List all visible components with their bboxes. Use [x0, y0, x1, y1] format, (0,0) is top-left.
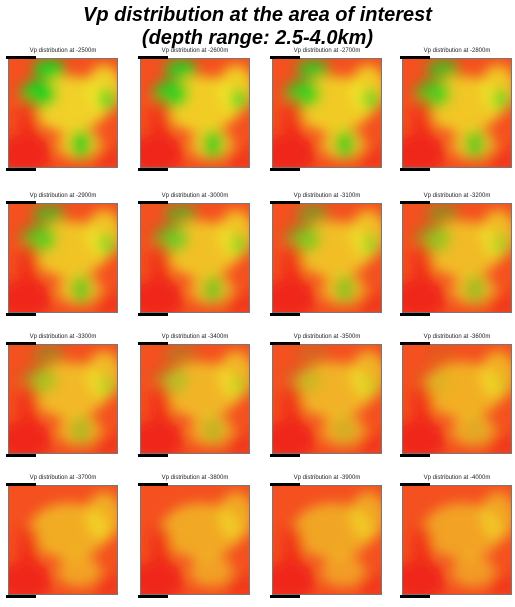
vp-map — [140, 58, 250, 168]
site-marker: · — [42, 528, 43, 532]
vp-map — [140, 344, 250, 454]
scale-bar-top — [400, 56, 430, 59]
vp-map — [402, 344, 512, 454]
scale-bar-top — [270, 56, 300, 59]
vp-map — [8, 485, 118, 595]
scale-bar-bottom — [400, 168, 430, 171]
vp-map — [8, 344, 118, 454]
scale-bar-bottom — [6, 454, 36, 457]
site-marker: · — [306, 528, 307, 532]
map-panel: Vp distribution at -4000m · — [398, 474, 515, 602]
panel-title: Vp distribution at -2700m — [293, 48, 361, 54]
panel-title: Vp distribution at -3100m — [293, 193, 361, 199]
scale-bar-bottom — [400, 313, 430, 316]
vp-map — [140, 485, 250, 595]
scale-bar-bottom — [270, 454, 300, 457]
map-panel: Vp distribution at -3800m · — [136, 474, 254, 602]
panel-title: Vp distribution at -2600m — [161, 48, 229, 54]
site-marker: · — [174, 246, 175, 250]
title-line-2: (depth range: 2.5-4.0km) — [141, 27, 374, 49]
map-panel: Vp distribution at -3900m · — [268, 474, 386, 602]
scale-bar-top — [138, 483, 168, 486]
panel-title: Vp distribution at -3500m — [293, 334, 361, 340]
site-marker: · — [306, 246, 307, 250]
vp-map — [272, 344, 382, 454]
scale-bar-top — [400, 342, 430, 345]
panel-title: Vp distribution at -2500m — [29, 48, 97, 54]
map-panel: Vp distribution at -3000m · — [136, 192, 254, 320]
vp-map — [402, 485, 512, 595]
scale-bar-bottom — [270, 168, 300, 171]
scale-bar-bottom — [138, 454, 168, 457]
map-panel: Vp distribution at -3300m · — [4, 333, 122, 461]
panel-title: Vp distribution at -2800m — [423, 48, 491, 54]
scale-bar-bottom — [138, 313, 168, 316]
scale-bar-bottom — [400, 595, 430, 598]
scale-bar-top — [6, 56, 36, 59]
map-panel: Vp distribution at -3700m · — [4, 474, 122, 602]
scale-bar-top — [400, 201, 430, 204]
scale-bar-top — [270, 342, 300, 345]
scale-bar-bottom — [400, 454, 430, 457]
vp-map — [272, 58, 382, 168]
map-panel: Vp distribution at -3100m · — [268, 192, 386, 320]
site-marker: · — [436, 101, 437, 105]
map-panel: Vp distribution at -3400m · — [136, 333, 254, 461]
panel-title: Vp distribution at -3300m — [29, 334, 97, 340]
panel-title: Vp distribution at -3200m — [423, 193, 491, 199]
panel-title: Vp distribution at -3400m — [161, 334, 229, 340]
site-marker: · — [42, 101, 43, 105]
scale-bar-top — [138, 342, 168, 345]
scale-bar-top — [6, 483, 36, 486]
site-marker: · — [174, 528, 175, 532]
panel-title: Vp distribution at -3900m — [293, 475, 361, 481]
vp-map — [272, 485, 382, 595]
panel-title: Vp distribution at -3700m — [29, 475, 97, 481]
vp-map — [272, 203, 382, 313]
scale-bar-top — [138, 56, 168, 59]
vp-map — [8, 203, 118, 313]
site-marker: · — [306, 101, 307, 105]
vp-map — [140, 203, 250, 313]
panel-title: Vp distribution at -3000m — [161, 193, 229, 199]
map-panel: Vp distribution at -2900m · — [4, 192, 122, 320]
scale-bar-bottom — [270, 313, 300, 316]
site-marker: · — [436, 528, 437, 532]
site-marker: · — [42, 246, 43, 250]
site-marker: · — [174, 387, 175, 391]
site-marker: · — [306, 387, 307, 391]
vp-map — [402, 58, 512, 168]
scale-bar-bottom — [6, 168, 36, 171]
vp-map — [8, 58, 118, 168]
scale-bar-bottom — [6, 313, 36, 316]
map-panel: Vp distribution at -2500m · — [4, 47, 122, 175]
vp-map — [402, 203, 512, 313]
scale-bar-top — [400, 483, 430, 486]
panel-title: Vp distribution at -3600m — [423, 334, 491, 340]
map-panel: Vp distribution at -2600m · — [136, 47, 254, 175]
site-marker: · — [436, 387, 437, 391]
scale-bar-top — [270, 483, 300, 486]
figure-title: Vp distribution at the area of interest … — [0, 4, 515, 50]
scale-bar-bottom — [138, 168, 168, 171]
map-panel: Vp distribution at -3200m · — [398, 192, 515, 320]
scale-bar-bottom — [6, 595, 36, 598]
map-panel: Vp distribution at -2800m · — [398, 47, 515, 175]
panel-title: Vp distribution at -3800m — [161, 475, 229, 481]
map-panel: Vp distribution at -2700m · — [268, 47, 386, 175]
map-panel: Vp distribution at -3500m · — [268, 333, 386, 461]
site-marker: · — [174, 101, 175, 105]
panel-title: Vp distribution at -2900m — [29, 193, 97, 199]
site-marker: · — [42, 387, 43, 391]
site-marker: · — [436, 246, 437, 250]
scale-bar-top — [6, 201, 36, 204]
scale-bar-top — [6, 342, 36, 345]
title-line-1: Vp distribution at the area of interest — [83, 4, 432, 26]
scale-bar-top — [270, 201, 300, 204]
scale-bar-bottom — [138, 595, 168, 598]
scale-bar-bottom — [270, 595, 300, 598]
scale-bar-top — [138, 201, 168, 204]
map-panel: Vp distribution at -3600m · — [398, 333, 515, 461]
panel-title: Vp distribution at -4000m — [423, 475, 491, 481]
